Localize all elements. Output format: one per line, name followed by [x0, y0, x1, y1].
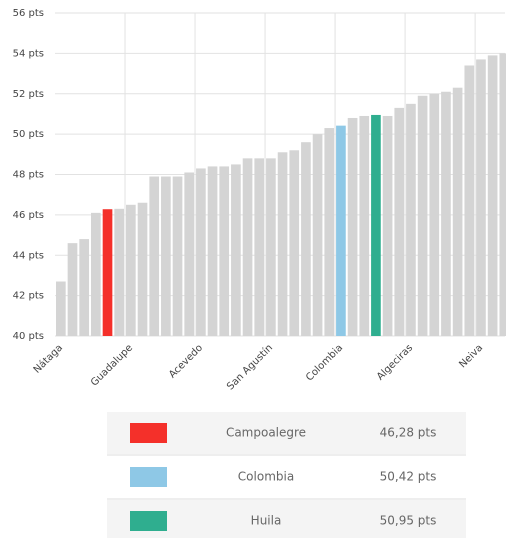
- bar: [242, 158, 253, 336]
- bar: [394, 107, 405, 336]
- y-tick-label: 44 pts: [13, 250, 44, 261]
- x-tick-label: Nátaga: [31, 342, 65, 376]
- bar: [137, 202, 148, 336]
- y-tick-label: 48 pts: [13, 170, 44, 181]
- x-tick-label: Algeciras: [375, 342, 415, 382]
- bar: [184, 172, 195, 336]
- bar: [114, 208, 125, 336]
- x-tick-label: Acevedo: [167, 342, 205, 380]
- y-tick-label: 46 pts: [13, 210, 44, 221]
- y-tick-label: 56 pts: [13, 8, 44, 19]
- legend-swatch: [130, 511, 167, 531]
- y-tick-label: 40 pts: [13, 331, 44, 342]
- legend-name: Huila: [251, 514, 282, 528]
- x-tick-label: Colombia: [304, 342, 345, 383]
- bar: [487, 55, 498, 337]
- bar: [347, 117, 358, 336]
- bar: [324, 128, 335, 336]
- bar: [464, 65, 475, 337]
- legend-name: Campoalegre: [226, 426, 306, 440]
- legend-swatch: [130, 467, 167, 487]
- y-tick-label: 42 pts: [13, 291, 44, 302]
- legend-swatch: [130, 423, 167, 443]
- bar: [219, 166, 230, 336]
- bar: [149, 176, 160, 336]
- legend-name: Colombia: [238, 470, 294, 484]
- bar: [266, 158, 276, 336]
- bar: [79, 239, 90, 336]
- bar: [196, 168, 206, 336]
- bar: [207, 166, 218, 336]
- bar: [102, 209, 113, 336]
- bar: [312, 134, 323, 336]
- legend-value: 50,95 pts: [380, 514, 437, 528]
- bar: [277, 152, 288, 336]
- bar: [289, 150, 300, 336]
- bar: [406, 103, 416, 336]
- bar: [56, 281, 66, 336]
- bar: [429, 93, 440, 336]
- bar: [91, 212, 101, 336]
- bar: [231, 164, 241, 336]
- legend-value: 46,28 pts: [380, 426, 437, 440]
- bar: [359, 115, 370, 336]
- bar: [126, 204, 136, 336]
- bar: [371, 114, 381, 337]
- bar: [161, 176, 171, 336]
- bar: [441, 91, 451, 336]
- bar: [172, 176, 183, 336]
- bar: [476, 59, 486, 337]
- x-tick-label: San Agustín: [224, 342, 275, 393]
- bar: [452, 87, 463, 336]
- x-tick-label: Neiva: [457, 342, 485, 370]
- bar: [336, 125, 346, 337]
- x-tick-label: Guadalupe: [89, 342, 135, 388]
- bar: [417, 95, 428, 336]
- bar: [382, 115, 393, 336]
- y-tick-label: 50 pts: [13, 129, 44, 140]
- y-tick-label: 52 pts: [13, 89, 44, 100]
- bar: [499, 53, 506, 336]
- y-tick-label: 54 pts: [13, 48, 44, 59]
- legend-value: 50,42 pts: [380, 470, 437, 484]
- bar: [67, 243, 78, 336]
- bar: [301, 142, 311, 336]
- legend-table: Campoalegre 46,28 pts Colombia 50,42 pts Hui…: [107, 412, 466, 538]
- bar: [254, 158, 265, 336]
